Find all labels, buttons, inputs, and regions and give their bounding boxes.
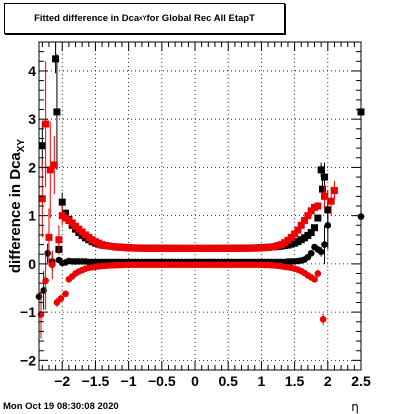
data-point-circle (319, 316, 327, 323)
data-point-square (320, 173, 328, 181)
x-axis-label: η (351, 400, 359, 414)
plot-frame-bg (39, 42, 361, 370)
axes: −2 −1.5 −1 −0.5 0 0.5 1 1.5 2 2.5 −2 −1 0 1 2 3 4 (20, 41, 371, 389)
y-tick-label: 1 (28, 208, 36, 224)
y-tick-label: 2 (28, 159, 36, 175)
title-suffix: for Global Rec All EtapT (146, 13, 255, 24)
x-tick-label: 1.5 (285, 373, 305, 389)
data-point-circle (57, 295, 65, 302)
data-point-circle (317, 248, 325, 256)
y-axis-label: difference in DcaXY (7, 139, 27, 274)
data-point-circle (48, 261, 56, 269)
data-point-square (314, 214, 322, 222)
data-point-square (46, 166, 54, 174)
data-point-circle (311, 276, 318, 283)
x-tick-label: 1 (258, 373, 266, 389)
data-series (35, 44, 365, 339)
x-tick-label: −2 (54, 373, 70, 389)
data-point-square (58, 198, 66, 206)
data-point-square (53, 108, 61, 116)
data-point-square (330, 187, 338, 195)
data-point-square (297, 221, 305, 229)
data-point-square (50, 161, 58, 169)
data-point-square (55, 236, 63, 244)
data-point-square (38, 142, 46, 150)
data-point-square (38, 195, 46, 203)
y-tick-label: 0 (28, 256, 36, 272)
data-point-square (42, 120, 50, 128)
series-2 (38, 61, 338, 267)
data-point-circle (42, 277, 49, 285)
data-point-square (301, 216, 309, 224)
data-point-square (320, 192, 328, 200)
x-tick-label: −1.5 (82, 373, 110, 389)
data-point-circle (324, 221, 332, 229)
data-point-square (317, 166, 325, 174)
data-point-circle (307, 249, 315, 257)
data-point-square (314, 202, 322, 210)
x-tick-label: 0 (191, 373, 199, 389)
data-point-square (52, 55, 60, 63)
data-point-square (294, 226, 302, 234)
x-tick-label: −0.5 (148, 373, 176, 389)
x-tick-label: 0.5 (218, 373, 238, 389)
data-point-circle (314, 270, 322, 277)
title-subscript: xY (139, 15, 147, 22)
timestamp: Mon Oct 19 08:30:08 2020 (3, 401, 119, 412)
chart-title: Fitted difference in Dca xY for Global Re… (4, 3, 285, 34)
x-tick-label: 2 (324, 373, 332, 389)
data-point-square (291, 230, 299, 238)
y-tick-label: 4 (28, 63, 36, 79)
series-3 (37, 250, 327, 339)
data-point-square (311, 224, 319, 232)
y-tick-label: 3 (28, 111, 36, 127)
data-point-circle (62, 290, 69, 298)
data-point-circle (321, 241, 328, 248)
data-point-square (307, 229, 315, 237)
y-tick-label: −2 (20, 352, 36, 368)
y-tick-label: −1 (20, 304, 36, 320)
data-point-square (304, 212, 312, 220)
x-tick-label: 2.5 (351, 373, 371, 389)
data-point-square (45, 233, 53, 241)
data-point-square (318, 185, 326, 193)
data-point-square (327, 197, 335, 205)
title-prefix: Fitted difference in Dca (34, 13, 140, 24)
x-tick-label: −1 (121, 373, 137, 389)
